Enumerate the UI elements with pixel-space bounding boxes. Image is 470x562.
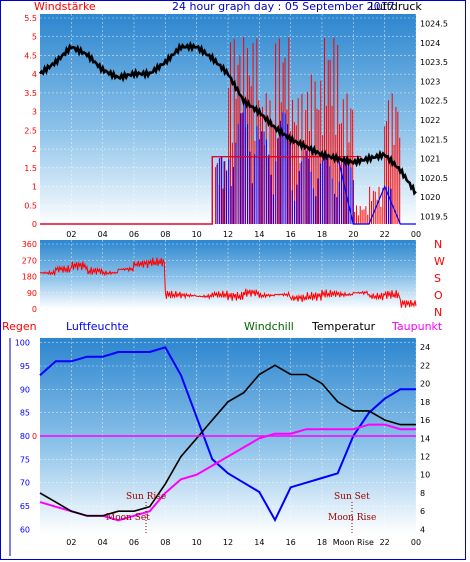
right-tick-label: 1020: [420, 193, 440, 202]
x-tick-label: 12: [223, 538, 233, 547]
compass-label: S: [434, 272, 441, 285]
left-tick-label: 5: [32, 33, 37, 42]
annotation-moon-set: Moon Set: [106, 513, 150, 523]
compass-label: O: [434, 289, 443, 302]
right-tick-label: 1019.5: [420, 212, 448, 221]
x-tick-label: 04: [98, 538, 108, 547]
x-tick-label: 18: [317, 230, 327, 239]
direction-tick-label: 360: [22, 240, 37, 249]
x-tick-label: 08: [160, 230, 170, 239]
left-tick-label: 0.5: [24, 201, 37, 210]
left-tick-label: 1.5: [24, 164, 37, 173]
x-tick-label: 06: [129, 230, 139, 239]
left-tick-label: 0: [32, 220, 37, 229]
temperature-tick-label: 6: [420, 507, 425, 516]
x-tick-label: 12: [223, 230, 233, 239]
right-tick-label: 1022: [420, 116, 440, 125]
compass-label: N: [434, 238, 442, 251]
left-tick-label: 3.5: [24, 89, 37, 98]
right-tick-label: 1024: [420, 39, 440, 48]
right-tick-label: 1023.5: [420, 58, 448, 67]
x-tick-label: 10: [192, 230, 202, 239]
direction-tick-label: 180: [22, 273, 37, 282]
x-tick-label: 02: [66, 538, 76, 547]
annotation-sun-rise: Sun Rise: [126, 492, 166, 502]
humidity-tick-label: 60: [20, 525, 30, 534]
x-tick-label: 02: [66, 230, 76, 239]
x-tick-label: 08: [160, 538, 170, 547]
x-tick-label: Moon Rise: [333, 538, 374, 547]
direction-tick-label: 270: [22, 256, 37, 265]
right-axis-title: Luftdruck: [370, 0, 422, 13]
x-tick-label: 00: [411, 230, 421, 239]
right-tick-label: 1023: [420, 77, 440, 86]
right-tick-label: 1021: [420, 155, 440, 164]
x-tick-label: 00: [411, 538, 421, 547]
humidity-tick-label: 95: [20, 362, 30, 371]
left-tick-label: 5.5: [24, 14, 37, 23]
left-tick-label: 1: [32, 183, 37, 192]
legend-windchill: Windchill: [244, 320, 294, 333]
temperature-tick-label: 10: [420, 471, 430, 480]
temperature-tick-label: 18: [420, 398, 430, 407]
legend-luftfeuchte: Luftfeuchte: [66, 320, 129, 333]
right-tick-label: 1021.5: [420, 135, 448, 144]
legend-regen: Regen: [2, 320, 37, 333]
left-tick-label: 2: [32, 145, 37, 154]
right-tick-label: 1022.5: [420, 97, 448, 106]
humidity-tick-label: 80: [20, 432, 30, 441]
legend-taupunkt: Taupunkt: [391, 320, 443, 333]
direction-tick-label: 0: [32, 305, 37, 314]
left-axis-title: Windstärke: [34, 0, 96, 13]
left-tick-label: 2.5: [24, 126, 37, 135]
humidity-tick-label: 100: [15, 339, 30, 348]
rain-value-label: 0: [32, 432, 37, 441]
x-tick-label: 04: [98, 230, 108, 239]
annotation-sun-set: Sun Set: [334, 492, 370, 502]
x-tick-label: 06: [129, 538, 139, 547]
pressure-series-line: [38, 40, 417, 196]
humidity-tick-label: 90: [20, 385, 30, 394]
x-tick-label: 10: [192, 538, 202, 547]
wind-direction-line: [39, 257, 417, 308]
right-tick-label: 1024.5: [420, 20, 448, 29]
left-tick-label: 3: [32, 108, 37, 117]
humidity-tick-label: 65: [20, 502, 30, 511]
x-tick-label: 18: [317, 538, 327, 547]
x-tick-label: 14: [254, 538, 264, 547]
temperature-tick-label: 20: [420, 380, 430, 389]
legend-temperatur: Temperatur: [311, 320, 376, 333]
temperature-tick-label: 24: [420, 343, 430, 352]
compass-label: N: [434, 306, 442, 319]
temperature-tick-label: 16: [420, 416, 430, 425]
x-tick-label: 14: [254, 230, 264, 239]
humidity-tick-label: 85: [20, 409, 30, 418]
gust-series-line: [40, 155, 362, 225]
temperature-tick-label: 14: [420, 434, 430, 443]
temperature-tick-label: 22: [420, 361, 430, 370]
direction-tick-label: 90: [27, 289, 37, 298]
x-tick-label: 22: [380, 230, 390, 239]
left-tick-label: 4: [32, 70, 37, 79]
x-tick-label: 20: [348, 230, 358, 239]
chart-title: 24 hour graph day : 05 September 2017: [172, 0, 395, 13]
temperature-tick-label: 12: [420, 453, 430, 462]
x-tick-label: 16: [286, 230, 296, 239]
temperature-tick-label: 4: [420, 525, 425, 534]
temperature-tick-label: 8: [420, 489, 425, 498]
x-tick-label: 22: [380, 538, 390, 547]
right-tick-label: 1020.5: [420, 174, 448, 183]
x-tick-label: 16: [286, 538, 296, 547]
humidity-tick-label: 75: [20, 455, 30, 464]
humidity-tick-label: 70: [20, 479, 30, 488]
compass-label: W: [434, 255, 445, 268]
temperature-line: [39, 364, 416, 517]
left-tick-label: 4.5: [24, 51, 37, 60]
